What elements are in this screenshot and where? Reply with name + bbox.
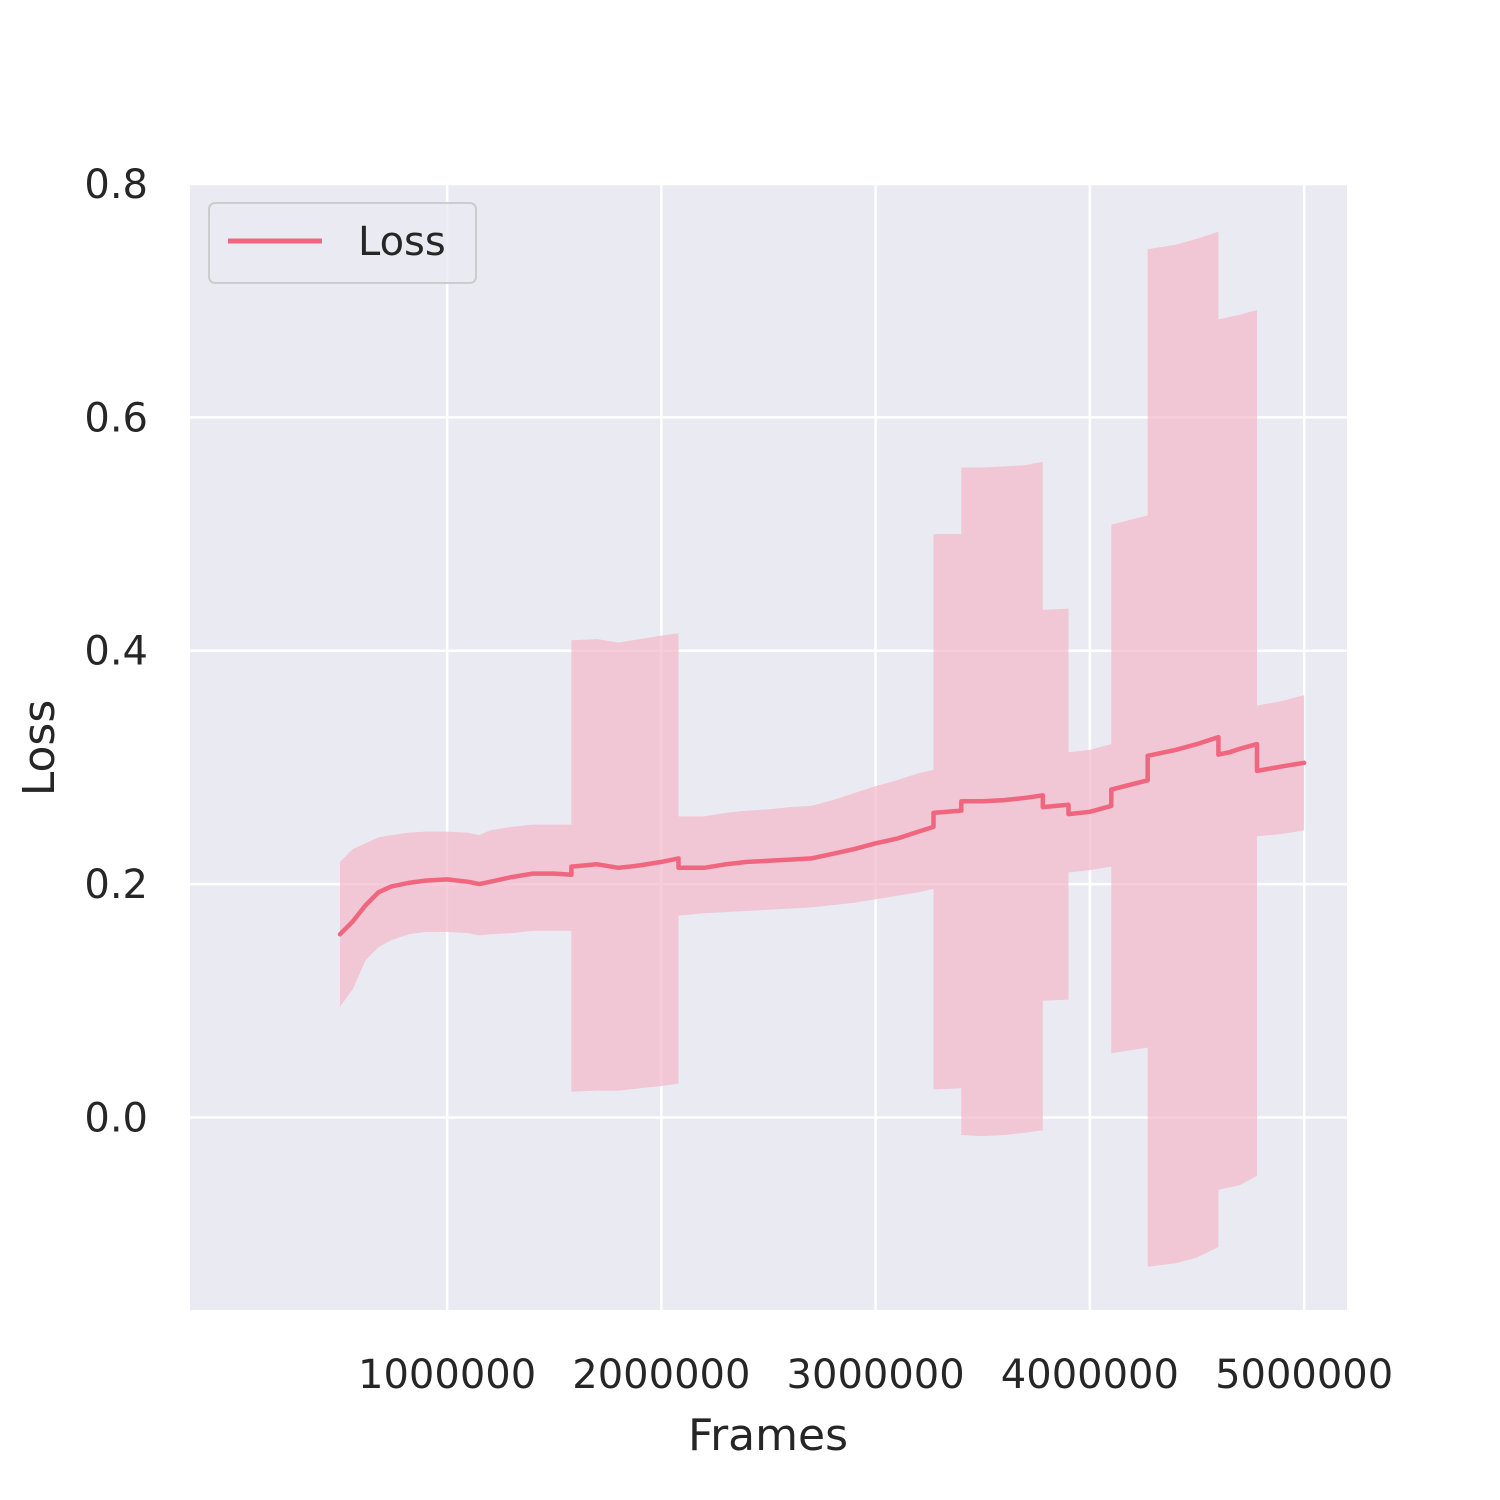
confidence-band-layer <box>340 231 1305 1267</box>
legend: Loss <box>208 202 477 284</box>
y-tick-label: 0.0 <box>84 1095 148 1141</box>
tick-label-layer: 1000000 2000000 3000000 4000000 5000000 0.0 0.… <box>84 162 1393 1398</box>
legend-label-loss: Loss <box>358 219 446 265</box>
loss-series-line <box>337 734 1307 937</box>
x-tick-label: 2000000 <box>572 1352 750 1398</box>
loss-confidence-band <box>340 231 1305 1267</box>
x-tick-label: 5000000 <box>1215 1352 1393 1398</box>
y-tick-label: 0.4 <box>84 629 148 675</box>
x-tick-label: 3000000 <box>787 1352 965 1398</box>
y-tick-label: 0.6 <box>84 395 148 441</box>
x-tick-label: 1000000 <box>358 1352 536 1398</box>
y-tick-label: 0.8 <box>84 162 148 208</box>
series-line-layer <box>337 734 1307 937</box>
legend-box <box>208 202 477 284</box>
y-tick-label: 0.2 <box>84 862 148 908</box>
y-axis-label: Loss <box>14 700 65 797</box>
x-tick-label: 4000000 <box>1001 1352 1179 1398</box>
x-axis-label: Frames <box>688 1410 848 1461</box>
